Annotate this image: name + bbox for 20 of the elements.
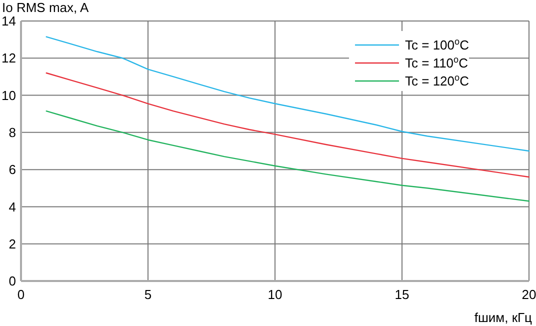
y-axis-title: Io RMS max, A xyxy=(2,0,90,15)
x-axis-title: fшим, кГц xyxy=(474,310,533,325)
y-tick-label: 8 xyxy=(8,124,16,140)
line-series xyxy=(46,72,530,178)
line-series xyxy=(46,110,530,202)
y-tick-label: 12 xyxy=(2,50,16,66)
y-tick-label: 2 xyxy=(8,236,16,252)
legend-label: Tc = 110$^{o}$C xyxy=(405,54,468,71)
line-series xyxy=(46,36,530,152)
y-tick-label: 10 xyxy=(2,88,16,103)
y-tick-label: 6 xyxy=(8,162,16,178)
y-tick-label: 0 xyxy=(8,274,16,289)
x-tick-label: 5 xyxy=(144,287,152,302)
y-tick-label: 4 xyxy=(8,199,16,214)
y-tick-label: 14 xyxy=(2,14,16,29)
x-tick-label: 20 xyxy=(522,287,536,302)
x-tick-label: 10 xyxy=(268,287,282,302)
legend-label: Tc = 100$^{o}$C xyxy=(405,36,469,53)
legend-label: Tc = 120$^{o}$C xyxy=(405,72,469,89)
x-tick-label: 15 xyxy=(394,287,410,302)
